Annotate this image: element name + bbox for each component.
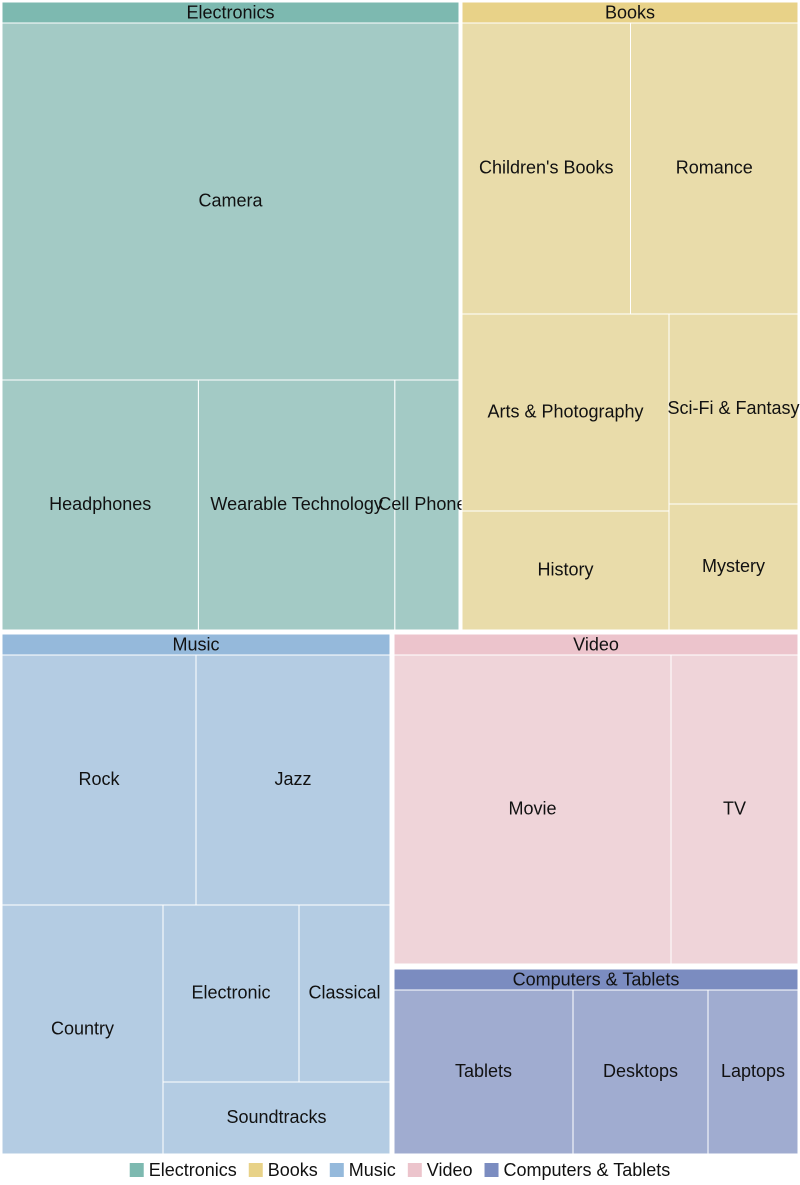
group-label-video: Video bbox=[573, 634, 619, 654]
tile-label-mystery: Mystery bbox=[702, 556, 765, 576]
tile-camera[interactable] bbox=[1, 22, 460, 381]
tile-movie[interactable] bbox=[393, 654, 672, 965]
tile-tablets[interactable] bbox=[393, 989, 574, 1155]
legend-swatch-books[interactable] bbox=[248, 1163, 263, 1177]
tile-country[interactable] bbox=[1, 904, 164, 1155]
legend-label-music[interactable]: Music bbox=[349, 1160, 396, 1180]
tile-label-classical: Classical bbox=[308, 982, 380, 1002]
legend-label-computers-and-tablets[interactable]: Computers & Tablets bbox=[504, 1160, 671, 1180]
tile-arts-and-photography[interactable] bbox=[461, 313, 670, 512]
tile-cell-phones[interactable] bbox=[394, 379, 460, 631]
group-label-music: Music bbox=[172, 634, 219, 654]
legend-label-electronics[interactable]: Electronics bbox=[149, 1160, 237, 1180]
tile-tv[interactable] bbox=[670, 654, 799, 965]
tile-label-cell-phones: Cell Phones bbox=[378, 494, 475, 514]
legend-swatch-video[interactable] bbox=[407, 1163, 422, 1177]
group-label-computers-and-tablets: Computers & Tablets bbox=[513, 969, 680, 989]
tile-electronic[interactable] bbox=[162, 904, 300, 1083]
tile-label-history: History bbox=[537, 559, 593, 579]
tile-mystery[interactable] bbox=[668, 503, 799, 631]
tile-label-rock: Rock bbox=[78, 769, 120, 789]
tile-label-laptops: Laptops bbox=[721, 1061, 785, 1081]
tile-history[interactable] bbox=[461, 510, 670, 631]
tile-label-country: Country bbox=[51, 1018, 114, 1038]
tile-label-desktops: Desktops bbox=[603, 1061, 678, 1081]
tile-label-tablets: Tablets bbox=[455, 1061, 512, 1081]
tile-desktops[interactable] bbox=[572, 989, 709, 1155]
tile-label-jazz: Jazz bbox=[274, 769, 311, 789]
legend-swatch-music[interactable] bbox=[329, 1163, 344, 1177]
tile-label-children-s-books: Children's Books bbox=[479, 157, 614, 177]
tile-rock[interactable] bbox=[1, 654, 197, 906]
tile-label-tv: TV bbox=[723, 798, 746, 818]
tile-classical[interactable] bbox=[298, 904, 391, 1083]
tile-label-movie: Movie bbox=[508, 798, 556, 818]
tile-label-headphones: Headphones bbox=[49, 494, 151, 514]
tile-soundtracks[interactable] bbox=[162, 1081, 391, 1155]
group-label-books: Books bbox=[605, 2, 655, 22]
tile-label-arts-and-photography: Arts & Photography bbox=[487, 401, 643, 421]
tile-label-romance: Romance bbox=[676, 157, 753, 177]
legend-label-books[interactable]: Books bbox=[268, 1160, 318, 1180]
tile-children-s-books[interactable] bbox=[461, 22, 632, 315]
legend-label-video[interactable]: Video bbox=[427, 1160, 473, 1180]
tile-laptops[interactable] bbox=[707, 989, 799, 1155]
legend-swatch-electronics[interactable] bbox=[129, 1163, 144, 1177]
tile-label-sci-fi-and-fantasy: Sci-Fi & Fantasy bbox=[667, 398, 799, 418]
group-label-electronics: Electronics bbox=[186, 2, 274, 22]
tile-jazz[interactable] bbox=[195, 654, 391, 906]
tile-wearable-technology[interactable] bbox=[197, 379, 396, 631]
legend-swatch-computers-and-tablets[interactable] bbox=[484, 1163, 499, 1177]
tile-headphones[interactable] bbox=[1, 379, 199, 631]
tile-label-electronic: Electronic bbox=[191, 982, 270, 1002]
tile-romance[interactable] bbox=[630, 22, 799, 315]
tile-label-wearable-technology: Wearable Technology bbox=[210, 494, 382, 514]
tile-label-soundtracks: Soundtracks bbox=[226, 1107, 326, 1127]
tile-label-camera: Camera bbox=[198, 190, 263, 210]
